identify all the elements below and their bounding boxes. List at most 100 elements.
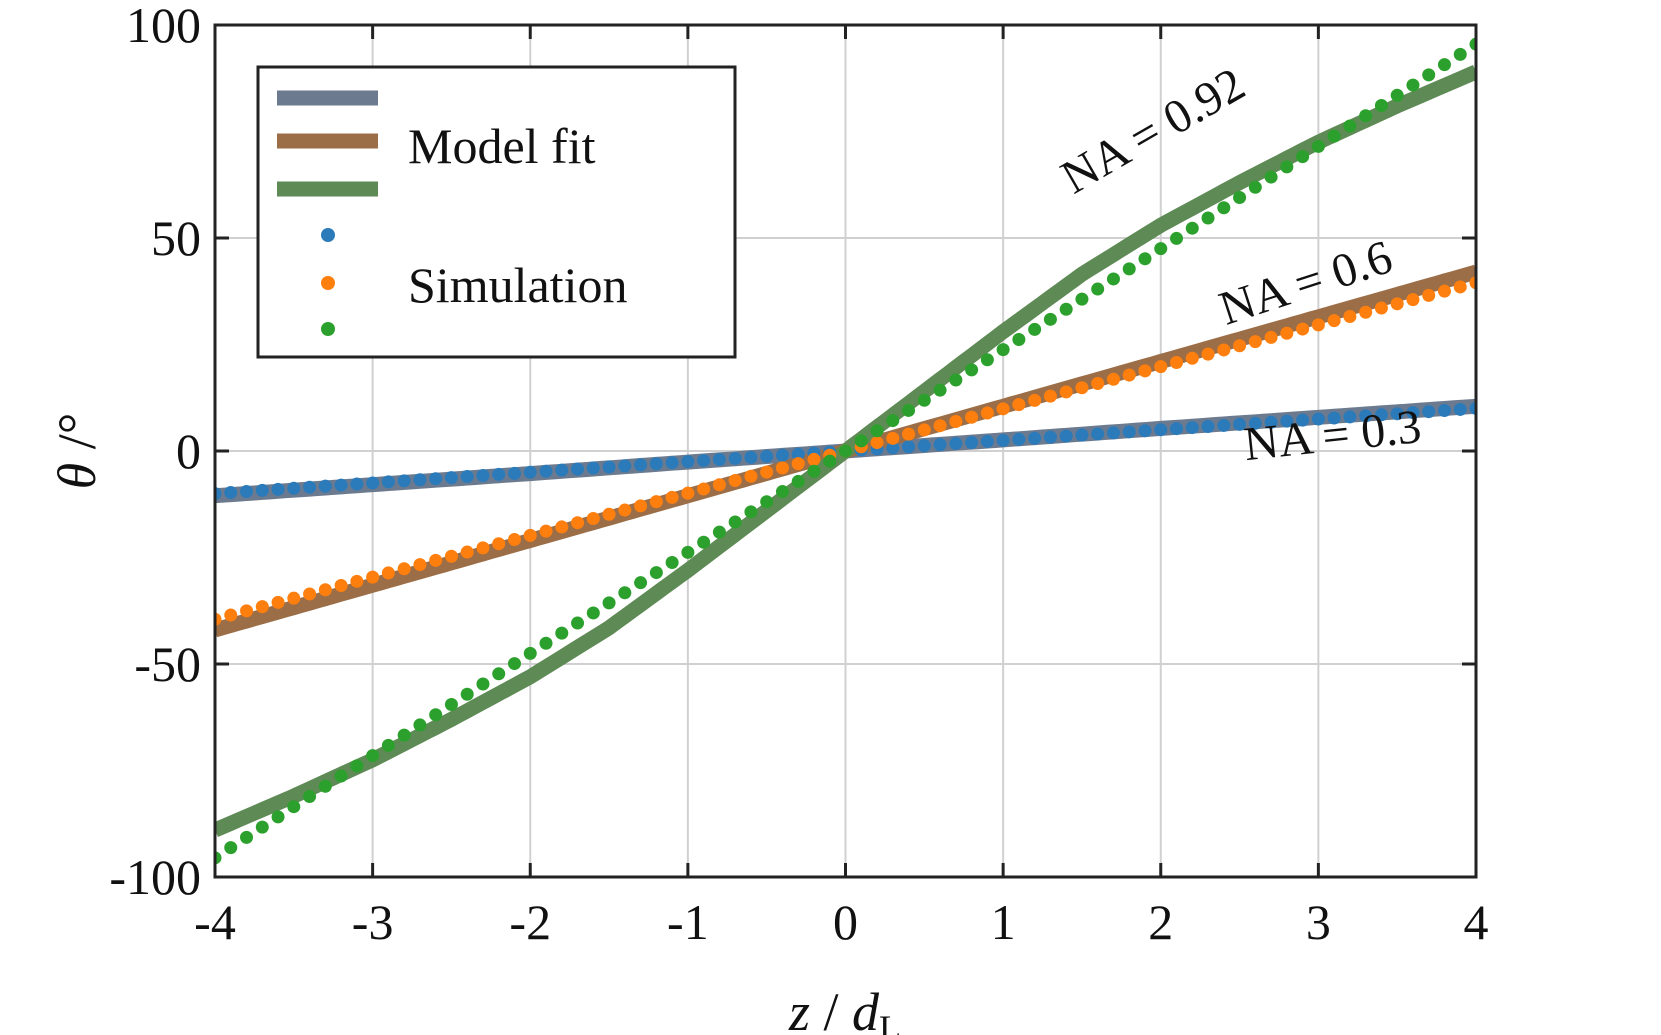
simulation-point <box>791 447 805 461</box>
simulation-point <box>1185 421 1199 435</box>
simulation-point <box>586 461 600 475</box>
simulation-point <box>634 458 648 472</box>
simulation-point <box>1122 262 1136 276</box>
simulation-point <box>507 466 521 480</box>
simulation-point <box>681 455 695 469</box>
simulation-point <box>1406 293 1420 307</box>
simulation-point <box>933 438 947 452</box>
simulation-point <box>1075 428 1089 442</box>
simulation-point <box>965 363 979 377</box>
simulation-point <box>1122 425 1136 439</box>
plot-series <box>215 37 1476 865</box>
simulation-point <box>303 480 317 494</box>
simulation-point <box>429 708 443 722</box>
simulation-point <box>1012 333 1026 347</box>
x-axis-label-den: d <box>852 982 880 1035</box>
simulation-point <box>523 646 537 660</box>
simulation-point <box>839 444 852 458</box>
x-axis-label: z / dL <box>788 982 901 1035</box>
simulation-point <box>1437 404 1451 418</box>
simulation-point <box>886 441 900 455</box>
simulation-point <box>980 353 994 367</box>
simulation-point <box>634 499 648 513</box>
legend: Model fit Simulation <box>256 65 737 359</box>
simulation-point <box>224 486 238 500</box>
simulation-point <box>1233 191 1247 205</box>
x-tick-label: -1 <box>667 894 709 950</box>
simulation-point <box>1106 426 1120 440</box>
simulation-point <box>1327 129 1341 143</box>
simulation-point <box>1327 411 1341 425</box>
plot-frame <box>213 23 1478 879</box>
simulation-point <box>1091 377 1105 391</box>
simulation-point <box>712 525 726 539</box>
simulation-point <box>1154 242 1168 256</box>
simulation-point <box>1154 423 1168 437</box>
simulation-point <box>240 830 254 844</box>
simulation-point <box>1091 282 1105 296</box>
simulation-point <box>287 800 301 814</box>
simulation-point <box>618 459 632 473</box>
simulation-point <box>1185 351 1199 365</box>
simulation-point <box>334 478 348 492</box>
simulation-point <box>760 449 774 463</box>
simulation-point <box>1012 432 1026 446</box>
x-axis-label-sep: / <box>810 982 852 1035</box>
simulation-point <box>1217 418 1231 432</box>
simulation-point <box>917 393 931 407</box>
simulation-point <box>1311 139 1325 153</box>
simulation-point <box>1075 292 1089 306</box>
simulation-point <box>1422 68 1436 82</box>
simulation-point <box>539 524 553 538</box>
simulation-point <box>1469 401 1476 415</box>
simulation-point <box>1311 318 1325 332</box>
simulation-point <box>1043 430 1057 444</box>
simulation-point <box>807 452 821 466</box>
simulation-point <box>712 453 726 467</box>
simulation-point <box>1201 420 1215 434</box>
simulation-point <box>870 424 884 438</box>
simulation-point <box>1059 429 1073 443</box>
simulation-point <box>1217 343 1231 357</box>
simulation-point <box>1233 339 1247 353</box>
legend-sim-swatch <box>321 322 335 336</box>
simulation-point <box>1359 409 1373 423</box>
simulation-point <box>1343 410 1357 424</box>
simulation-point <box>681 486 695 500</box>
simulation-point <box>1248 335 1262 349</box>
simulation-point <box>271 595 285 609</box>
simulation-point <box>1311 412 1325 426</box>
simulation-point <box>381 566 395 580</box>
y-axis-label-var: θ <box>47 463 107 490</box>
x-tick-label: -2 <box>509 894 551 950</box>
simulation-point <box>996 343 1010 357</box>
simulation-point <box>571 616 585 630</box>
simulation-point <box>1343 119 1357 133</box>
simulation-point <box>949 437 963 451</box>
simulation-point <box>917 423 931 437</box>
y-axis-label-unit: /° <box>47 413 107 463</box>
simulation-point <box>1374 301 1388 315</box>
x-tick-label: 4 <box>1464 894 1489 950</box>
simulation-point <box>586 511 600 525</box>
simulation-point <box>902 440 916 454</box>
simulation-point <box>1122 368 1136 382</box>
simulation-point <box>224 841 238 855</box>
simulation-point <box>775 461 789 475</box>
simulation-point <box>681 545 695 559</box>
simulation-point <box>350 574 364 588</box>
simulation-point <box>492 537 506 551</box>
simulation-point <box>1359 109 1373 123</box>
simulation-point <box>444 549 458 563</box>
simulation-point <box>460 687 474 701</box>
simulation-point <box>215 851 222 865</box>
simulation-point <box>1390 88 1404 102</box>
simulation-point <box>775 448 789 462</box>
simulation-point <box>1059 302 1073 316</box>
simulation-point <box>413 473 427 487</box>
simulation-point <box>665 555 679 569</box>
x-tick-label: 1 <box>991 894 1016 950</box>
simulation-point <box>1106 272 1120 286</box>
simulation-point <box>1469 37 1476 51</box>
simulation-point <box>215 612 222 626</box>
